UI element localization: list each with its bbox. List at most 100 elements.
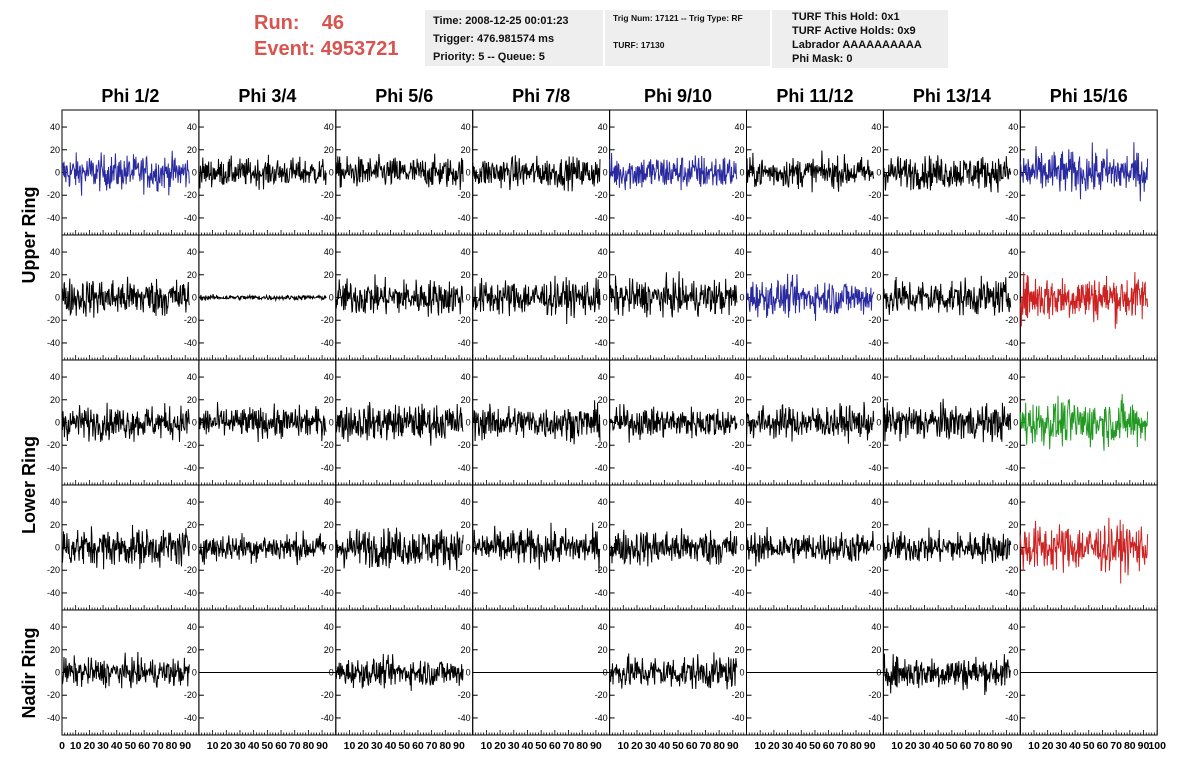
y-tick-label-inner: -20	[1005, 440, 1018, 450]
y-tick-label-inner: -40	[595, 213, 608, 223]
y-tick-label-inner: 40	[324, 247, 334, 257]
y-tick-label: 40	[50, 122, 60, 132]
x-tick-label: 60	[960, 740, 972, 752]
y-tick-label-inner: 20	[598, 645, 608, 655]
y-tick-label-inner: -20	[458, 315, 471, 325]
column-header: Phi 3/4	[238, 86, 297, 106]
y-tick-label-inner: 20	[598, 270, 608, 280]
y-tick-label-inner: 40	[324, 372, 334, 382]
x-tick-label: 40	[1069, 740, 1081, 752]
x-tick-label: 20	[905, 740, 917, 752]
y-tick-label-inner: 0	[876, 168, 881, 178]
y-tick-label-inner: 40	[187, 497, 197, 507]
x-tick-label: 30	[97, 740, 109, 752]
x-tick-label: 50	[125, 740, 137, 752]
y-tick-label-inner: 0	[739, 543, 744, 553]
x-tick-label: 20	[494, 740, 506, 752]
y-tick-label-inner: 40	[734, 497, 744, 507]
y-tick-label-inner: -20	[321, 565, 334, 575]
column-header: Phi 1/2	[101, 86, 160, 106]
y-tick-label-inner: -20	[1005, 190, 1018, 200]
y-tick-label-inner: 0	[603, 293, 608, 303]
y-tick-label: 20	[50, 520, 60, 530]
y-tick-label-inner: -40	[731, 588, 744, 598]
y-tick-label-inner: 40	[1008, 122, 1018, 132]
y-tick-label-inner: 20	[324, 145, 334, 155]
run-value: 46	[321, 12, 345, 34]
y-tick-label-inner: 20	[1008, 145, 1018, 155]
y-tick-label-inner: -40	[458, 338, 471, 348]
x-tick-label: 90	[864, 740, 876, 752]
y-tick-label: -40	[47, 713, 60, 723]
x-tick-label: 40	[932, 740, 944, 752]
y-tick-label-inner: 40	[187, 122, 197, 132]
y-tick-label-inner: -40	[1005, 463, 1018, 473]
y-tick-label-inner: -40	[1005, 338, 1018, 348]
x-tick-label: 80	[1124, 740, 1136, 752]
y-tick-label-inner: 20	[871, 270, 881, 280]
y-tick-label-inner: 40	[461, 372, 471, 382]
y-tick-label-inner: -20	[731, 690, 744, 700]
y-tick-label-inner: 20	[324, 520, 334, 530]
y-tick-label: 20	[50, 395, 60, 405]
trigger-line: Trigger: 476.981574 ms	[433, 33, 555, 45]
y-tick-label-inner: 20	[461, 645, 471, 655]
event-row: Event: 4953721	[254, 36, 399, 62]
x-tick-label: 90	[727, 740, 739, 752]
x-tick-label: 60	[412, 740, 424, 752]
waveform-trace	[198, 293, 327, 303]
x-tick-label: 30	[645, 740, 657, 752]
x-tick-label: 10	[344, 740, 356, 752]
y-tick-label-inner: 40	[734, 122, 744, 132]
y-tick-label-inner: 40	[324, 122, 334, 132]
run-label: Run:	[254, 12, 300, 34]
y-tick-label-inner: -20	[595, 190, 608, 200]
time-trigger-box: Time: 2008-12-25 00:01:23 Trigger: 476.9…	[425, 10, 603, 66]
y-tick-label-inner: -20	[731, 190, 744, 200]
y-tick-label-inner: -40	[868, 338, 881, 348]
event-label: Event:	[254, 38, 316, 60]
y-tick-label-inner: -20	[321, 190, 334, 200]
y-tick-label-inner: 0	[192, 668, 197, 678]
waveform-trace	[1019, 271, 1149, 329]
x-tick-label: 20	[220, 740, 232, 752]
x-tick-label: 10	[754, 740, 766, 752]
y-tick-label-inner: -40	[321, 463, 334, 473]
y-tick-label-inner: 40	[734, 372, 744, 382]
x-tick-label: 50	[535, 740, 547, 752]
labrador-line: Labrador AAAAAAAAAA	[792, 39, 922, 51]
y-tick-label-inner: -40	[184, 213, 197, 223]
y-tick-label-inner: -40	[458, 463, 471, 473]
y-tick-label-inner: -40	[595, 338, 608, 348]
y-tick-label-inner: 0	[192, 293, 197, 303]
y-tick-label-inner: -40	[321, 213, 334, 223]
y-tick-label-inner: -20	[458, 190, 471, 200]
y-tick-label-inner: -20	[321, 690, 334, 700]
x-tick-label: 40	[795, 740, 807, 752]
x-tick-label: 20	[84, 740, 96, 752]
y-tick-label: 0	[55, 668, 60, 678]
y-tick-label-inner: 0	[329, 168, 334, 178]
x-tick-label: 10	[617, 740, 629, 752]
x-tick-label: 80	[850, 740, 862, 752]
x-tick-label: 50	[672, 740, 684, 752]
y-tick-label-inner: -20	[731, 565, 744, 575]
waveform-trace	[198, 154, 327, 190]
y-tick-label-inner: 20	[871, 145, 881, 155]
x-tick-label: 90	[179, 740, 191, 752]
y-tick-label-inner: -20	[868, 440, 881, 450]
y-tick-label-inner: 40	[871, 622, 881, 632]
y-tick-label-inner: -40	[321, 588, 334, 598]
y-tick-label: 0	[55, 168, 60, 178]
x-tick-label: 50	[809, 740, 821, 752]
y-tick-label-inner: -20	[321, 315, 334, 325]
y-tick-label-inner: -40	[731, 338, 744, 348]
y-tick-label-inner: 0	[876, 293, 881, 303]
x-tick-label: 0	[59, 740, 65, 752]
y-tick-label: -20	[47, 190, 60, 200]
waveform-trace	[335, 153, 464, 191]
x-tick-label: 60	[275, 740, 287, 752]
x-tick-label: 70	[426, 740, 438, 752]
y-tick-label-inner: 0	[1013, 543, 1018, 553]
